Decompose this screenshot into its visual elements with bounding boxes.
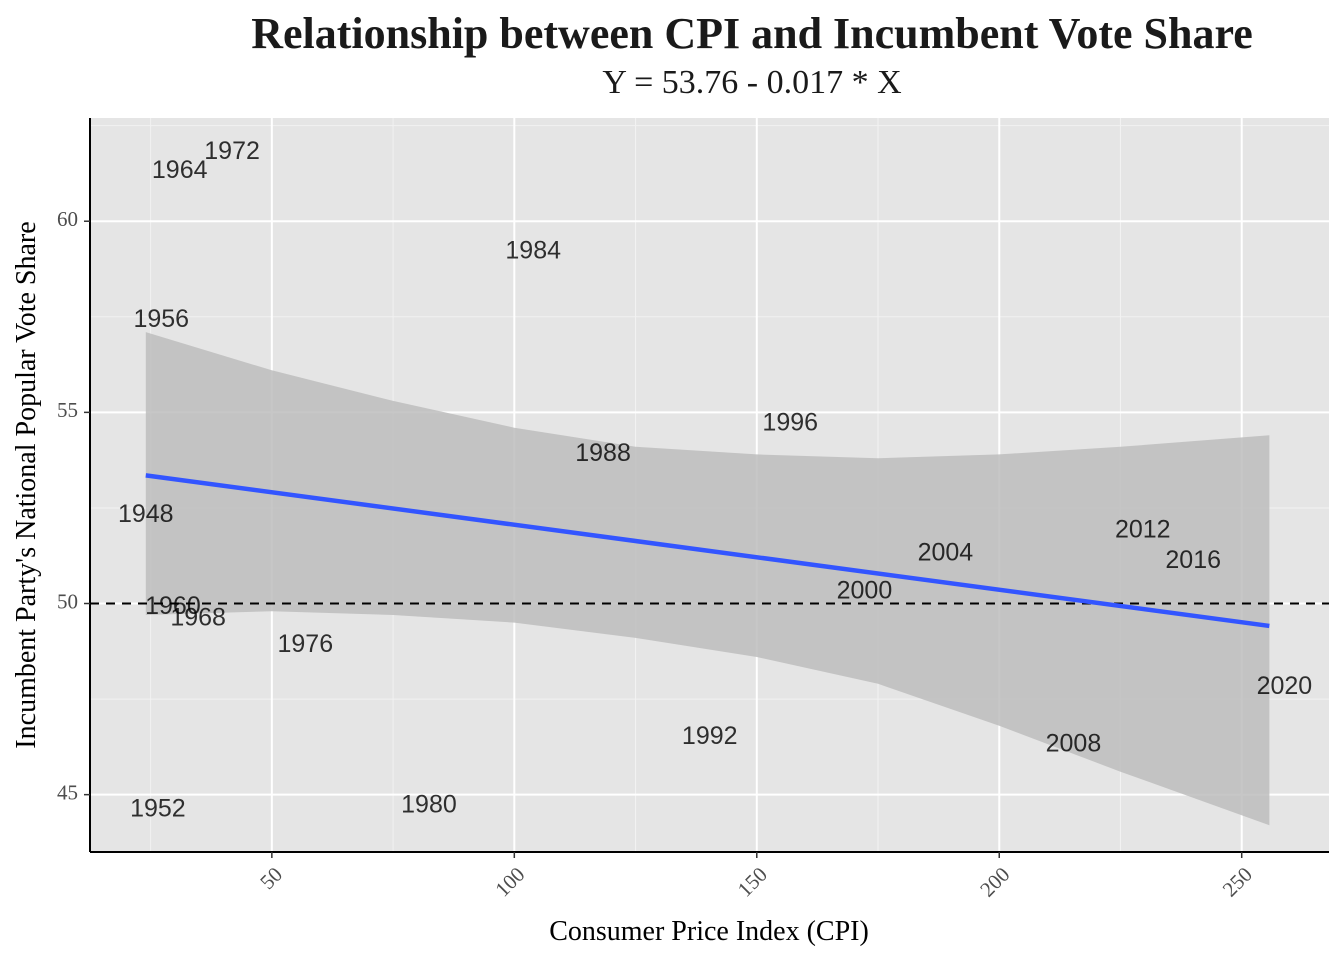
x-axis-label: Consumer Price Index (CPI) xyxy=(549,916,869,947)
point-label-1984: 1984 xyxy=(505,236,561,264)
point-label-1980: 1980 xyxy=(401,791,457,819)
x-tick-label-250: 250 xyxy=(1218,862,1257,901)
point-label-1952: 1952 xyxy=(130,795,186,823)
point-label-1964: 1964 xyxy=(152,156,208,184)
y-tick-label-50: 50 xyxy=(57,589,78,613)
chart-title: Relationship between CPI and Incumbent V… xyxy=(251,9,1253,58)
point-label-2000: 2000 xyxy=(837,577,893,605)
point-label-2004: 2004 xyxy=(918,538,974,566)
y-tick-label-45: 45 xyxy=(57,780,78,804)
point-label-1992: 1992 xyxy=(682,722,738,750)
y-tick-label-60: 60 xyxy=(57,207,78,231)
point-label-1948: 1948 xyxy=(118,500,174,528)
x-tick-label-50: 50 xyxy=(255,862,287,894)
x-tick-label-200: 200 xyxy=(975,862,1014,901)
y-tick-label-55: 55 xyxy=(57,398,78,422)
y-axis-label: Incumbent Party's National Popular Vote … xyxy=(11,221,42,748)
point-label-1976: 1976 xyxy=(277,630,333,658)
x-tick-label-150: 150 xyxy=(733,862,772,901)
point-label-1996: 1996 xyxy=(762,408,818,436)
chart-subtitle: Y = 53.76 - 0.017 * X xyxy=(602,64,902,101)
point-label-1968: 1968 xyxy=(170,603,226,631)
confidence-band xyxy=(145,332,1270,826)
point-label-2016: 2016 xyxy=(1165,546,1221,574)
point-label-1960: 1960 xyxy=(145,592,201,620)
point-label-1956: 1956 xyxy=(133,305,189,333)
point-label-2008: 2008 xyxy=(1046,730,1102,758)
point-label-1972: 1972 xyxy=(204,137,260,165)
point-label-2020: 2020 xyxy=(1257,672,1313,700)
point-label-1988: 1988 xyxy=(575,439,631,467)
point-label-2012: 2012 xyxy=(1115,515,1171,543)
regression-line xyxy=(145,473,1270,629)
x-tick-label-100: 100 xyxy=(490,862,529,901)
